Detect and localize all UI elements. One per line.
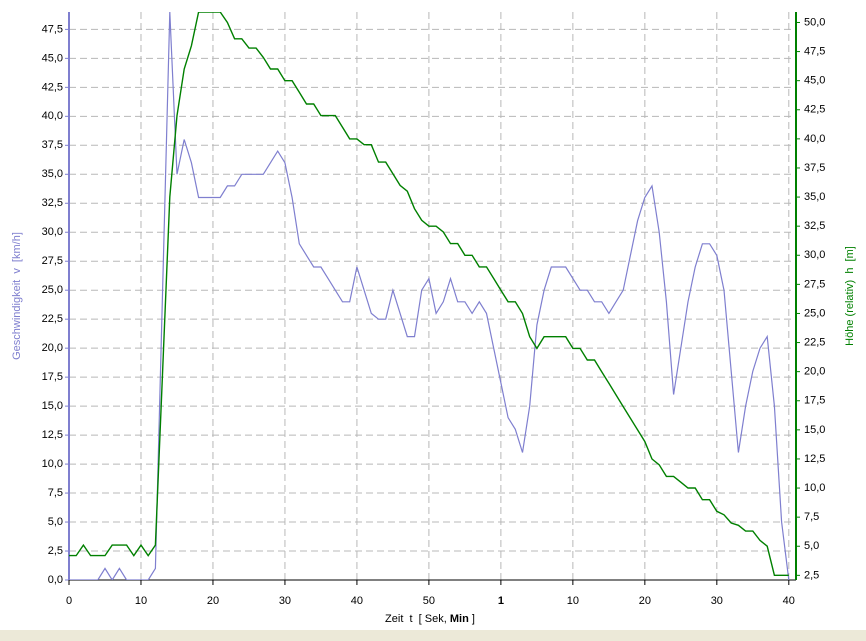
y2-tick-label: 30,0 <box>804 249 825 261</box>
y-tick-label: 5,0 <box>48 516 63 528</box>
x-tick-label: 50 <box>423 595 435 607</box>
series-line <box>69 12 790 580</box>
y-tick-label: 35,0 <box>42 168 63 180</box>
y2-tick-label: 50,0 <box>804 16 825 28</box>
y2-tick-label: 20,0 <box>804 366 825 378</box>
y-tick-label: 22,5 <box>42 313 63 325</box>
y2-tick-label: 40,0 <box>804 133 825 145</box>
x-label-end: ] <box>472 613 475 625</box>
y-axis-label: Geschwindigkeit v [km/h] <box>11 232 23 360</box>
y2-tick-label: 7,5 <box>804 511 819 523</box>
y2-tick-label: 17,5 <box>804 395 825 407</box>
y2-tick-label: 35,0 <box>804 191 825 203</box>
series-line <box>69 12 789 576</box>
y-tick-label: 0,0 <box>48 574 63 586</box>
y2-tick-label: 15,0 <box>804 424 825 436</box>
x-tick-label: 40 <box>783 595 795 607</box>
y-tick-label: 37,5 <box>42 139 63 151</box>
y-tick-label: 30,0 <box>42 226 63 238</box>
y-tick-label: 12,5 <box>42 429 63 441</box>
y-tick-label: 15,0 <box>42 400 63 412</box>
y-tick-label: 17,5 <box>42 371 63 383</box>
y2-tick-label: 37,5 <box>804 162 825 174</box>
y-tick-label: 10,0 <box>42 458 63 470</box>
x-tick-label: 30 <box>279 595 291 607</box>
x-tick-label: 20 <box>639 595 651 607</box>
y2-tick-label: 47,5 <box>804 45 825 57</box>
y2-tick-label: 10,0 <box>804 482 825 494</box>
x-axis-label: Zeit t [ Sek, Min ] <box>385 613 475 625</box>
x-label-text: Zeit t [ Sek, <box>385 613 447 625</box>
x-tick-label: 10 <box>567 595 579 607</box>
y-tick-label: 40,0 <box>42 110 63 122</box>
y-tick-label: 7,5 <box>48 487 63 499</box>
bottom-strip <box>0 630 866 641</box>
y2-tick-label: 22,5 <box>804 336 825 348</box>
y2-tick-label: 42,5 <box>804 104 825 116</box>
y2-tick-label: 2,5 <box>804 569 819 581</box>
y-tick-label: 25,0 <box>42 284 63 296</box>
y-tick-label: 32,5 <box>42 197 63 209</box>
x-tick-label: 0 <box>66 595 72 607</box>
y-tick-label: 2,5 <box>48 545 63 557</box>
x-tick-label: 10 <box>135 595 147 607</box>
y2-tick-label: 25,0 <box>804 307 825 319</box>
x-tick-label: 1 <box>498 595 504 607</box>
y2-tick-label: 12,5 <box>804 453 825 465</box>
x-label-bold: Min <box>450 613 469 625</box>
y-tick-label: 47,5 <box>42 23 63 35</box>
y-tick-label: 45,0 <box>42 52 63 64</box>
y-tick-label: 42,5 <box>42 81 63 93</box>
x-tick-label: 40 <box>351 595 363 607</box>
y2-tick-label: 45,0 <box>804 75 825 87</box>
x-tick-label: 20 <box>207 595 219 607</box>
y2-tick-label: 5,0 <box>804 540 819 552</box>
y2-axis-label: Höhe (relativ) h [m] <box>844 246 856 346</box>
x-tick-label: 30 <box>711 595 723 607</box>
y2-tick-label: 27,5 <box>804 278 825 290</box>
y-tick-label: 27,5 <box>42 255 63 267</box>
y2-tick-label: 32,5 <box>804 220 825 232</box>
y-tick-label: 20,0 <box>42 342 63 354</box>
